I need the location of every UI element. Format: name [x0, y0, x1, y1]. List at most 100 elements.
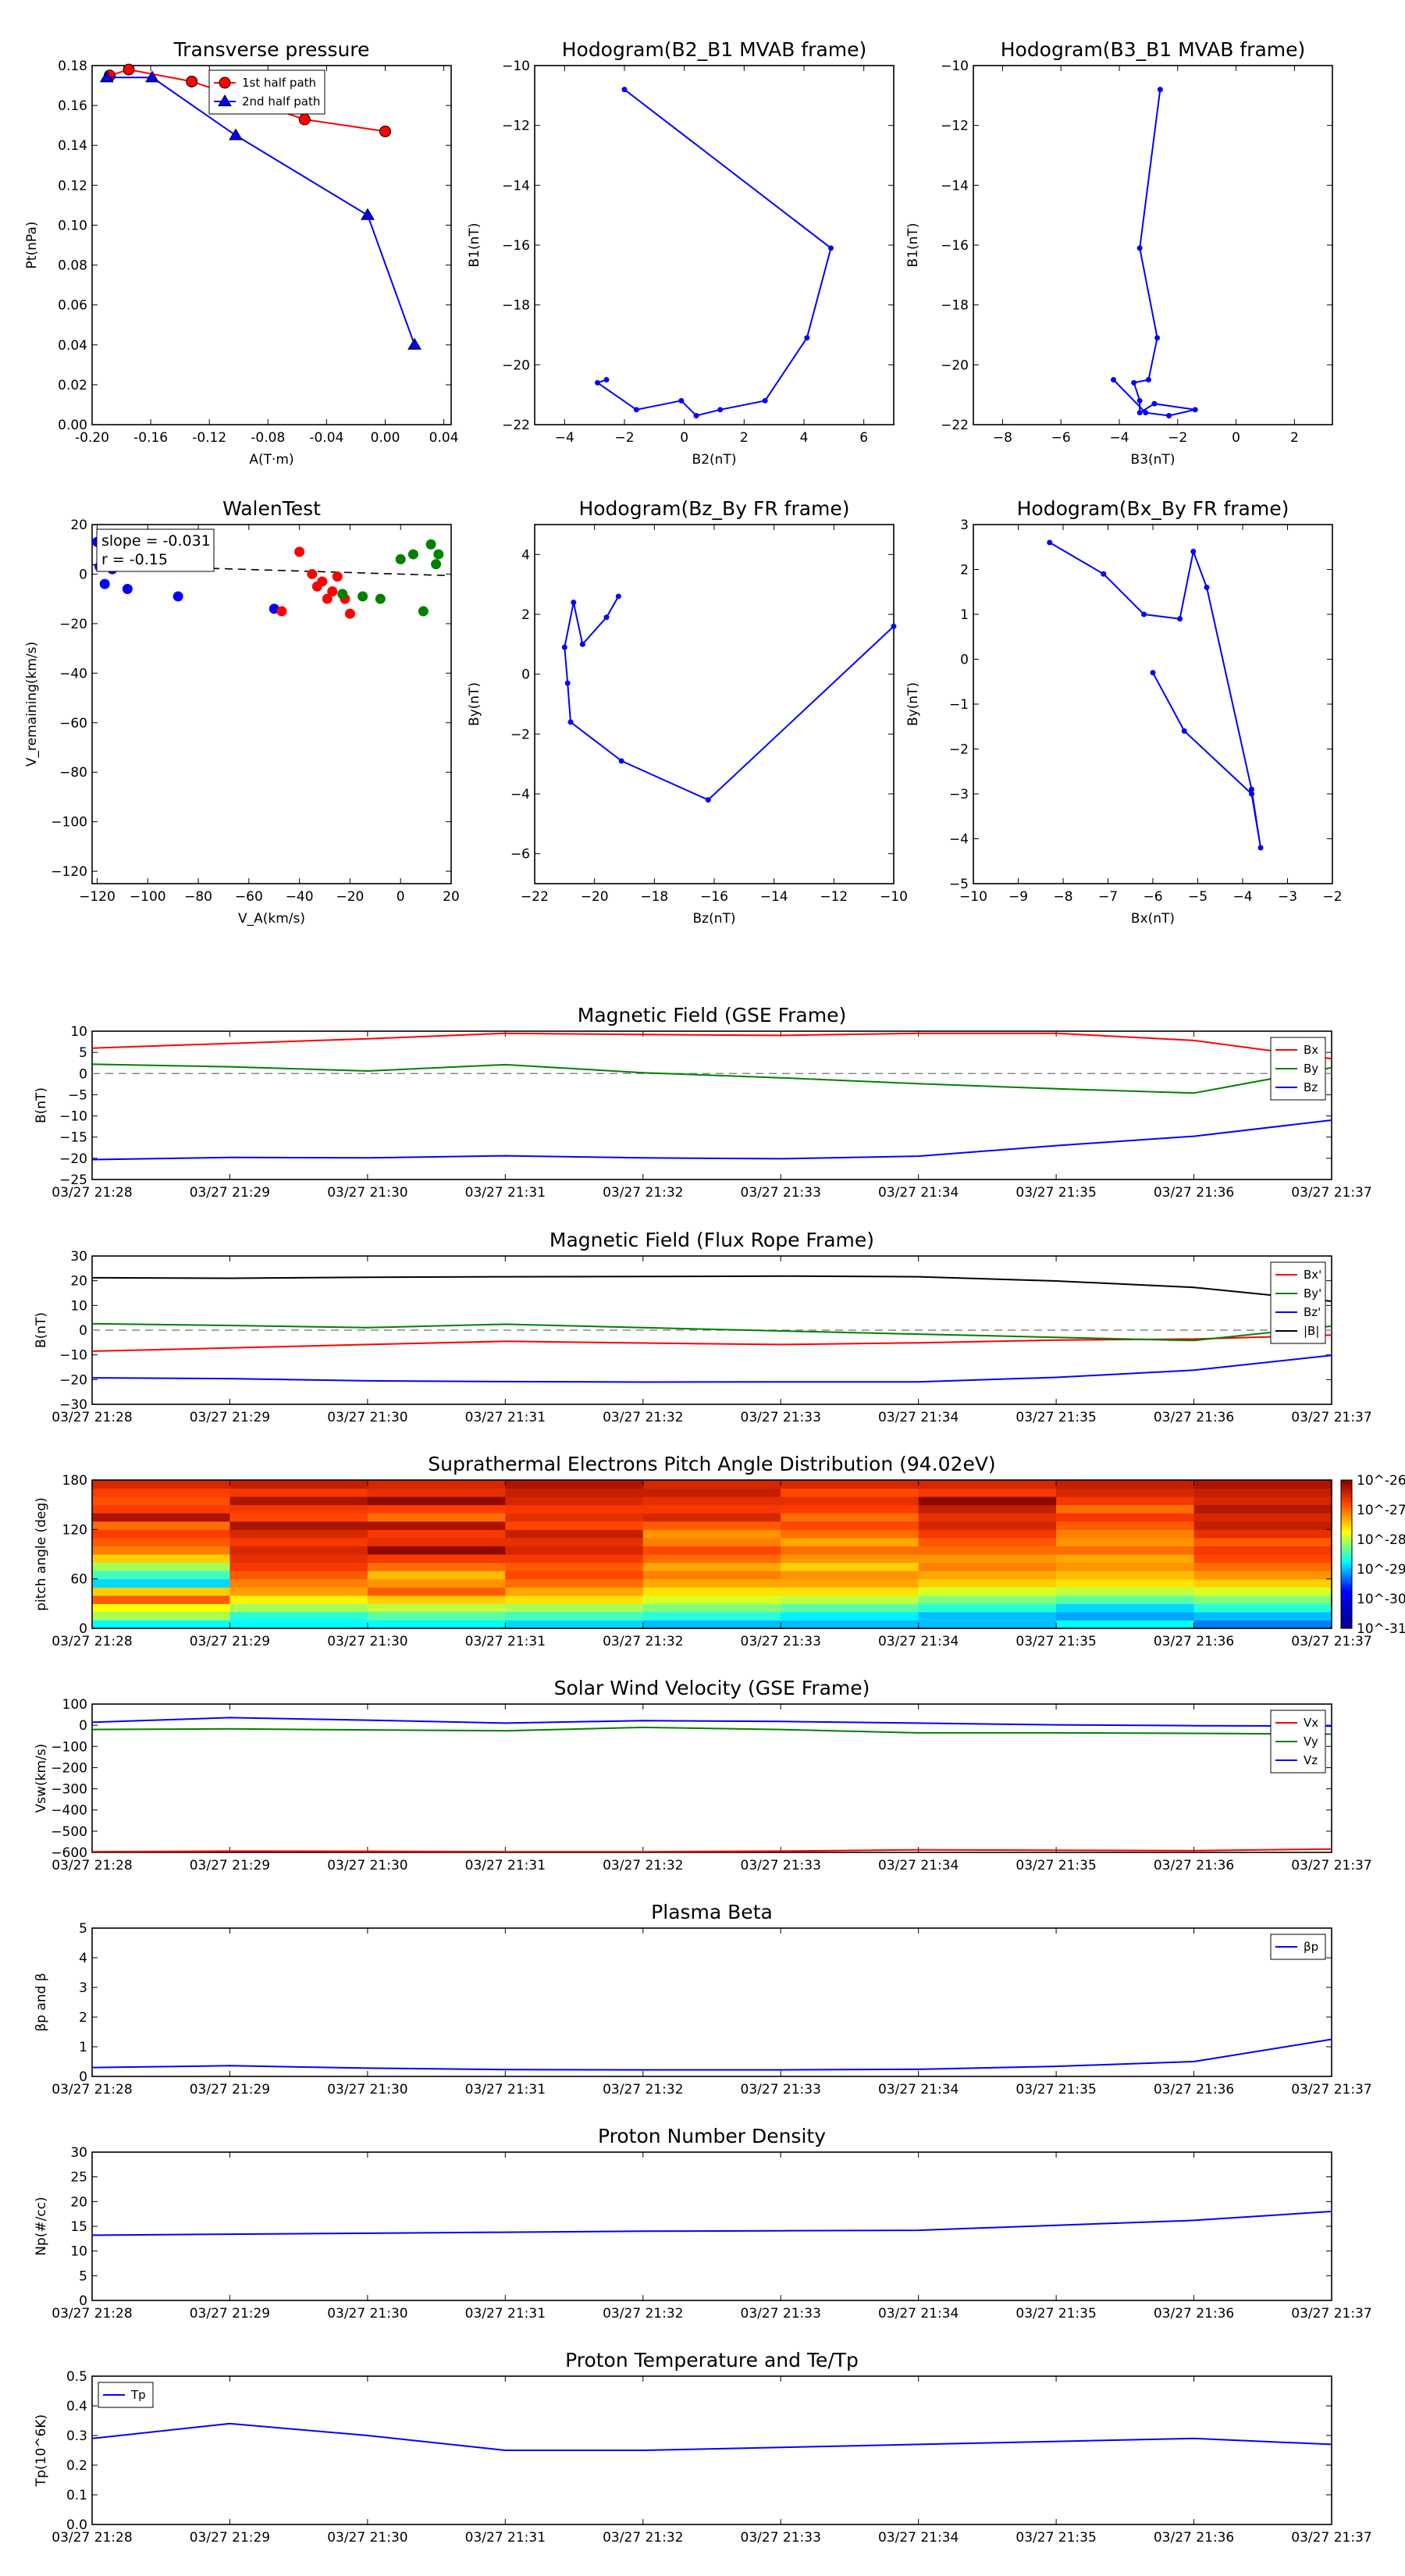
- x-tick-label: 03/27 21:33: [741, 2530, 821, 2546]
- chart-title: Suprathermal Electrons Pitch Angle Distr…: [428, 1453, 995, 1475]
- y-tick-label: 10: [70, 2244, 87, 2260]
- legend-label: By: [1304, 1062, 1318, 1076]
- heatmap-cell: [642, 1488, 781, 1497]
- data-point: [1047, 539, 1053, 546]
- legend-marker: [219, 76, 231, 89]
- heatmap-cell: [92, 1611, 230, 1621]
- data-point: [717, 407, 724, 413]
- heatmap-cell: [918, 1521, 1057, 1530]
- y-tick-label: 1: [79, 2040, 87, 2055]
- series-Bz': [92, 1354, 1332, 1383]
- heatmap-cell: [505, 1480, 644, 1489]
- x-axis-label: A(T·m): [249, 452, 293, 468]
- heatmap-cell: [229, 1571, 368, 1580]
- legend: Bx By Bz: [1270, 1037, 1326, 1101]
- legend-label: Tp: [130, 2388, 146, 2402]
- heatmap-cell: [1056, 1595, 1195, 1604]
- series-line: [92, 1334, 1332, 1352]
- x-tick-label: 03/27 21:32: [603, 2306, 683, 2322]
- series-line: [92, 1354, 1332, 1383]
- y-tick-label: 100: [62, 1697, 87, 1713]
- x-tick-label: −14: [760, 889, 788, 905]
- heatmap-cell: [367, 1554, 506, 1564]
- x-tick-label: 0: [1232, 430, 1240, 446]
- heatmap-cell: [781, 1578, 919, 1588]
- y-tick-label: −20: [941, 358, 969, 373]
- x-tick-label: 03/27 21:28: [52, 2306, 132, 2322]
- data-point: [99, 578, 110, 589]
- x-tick-label: 03/27 21:31: [465, 2306, 546, 2322]
- heatmap-cell: [92, 1496, 230, 1506]
- heatmap-cell: [92, 1488, 230, 1497]
- heatmap-cell: [781, 1611, 919, 1621]
- x-tick-label: 03/27 21:31: [465, 1858, 546, 1873]
- heatmap-cell: [229, 1546, 368, 1555]
- heatmap-cell: [229, 1595, 368, 1604]
- y-tick-label: 30: [70, 1249, 87, 1265]
- heatmap-cell: [505, 1620, 644, 1629]
- y-tick-label: 3: [79, 1980, 87, 1996]
- y-tick-label: −300: [51, 1782, 87, 1798]
- heatmap-cell: [918, 1562, 1057, 1571]
- heatmap-cell: [1193, 1595, 1332, 1604]
- heatmap-cell: [781, 1546, 919, 1555]
- legend-label: By': [1304, 1286, 1321, 1300]
- y-tick-label: 2: [960, 563, 969, 578]
- data-point: [317, 576, 328, 587]
- x-tick-label: 03/27 21:28: [52, 2530, 132, 2546]
- y-tick-label: −80: [59, 765, 87, 781]
- x-tick-label: 4: [800, 430, 809, 446]
- heatmap-cell: [367, 1504, 506, 1514]
- heatmap-cell: [229, 1578, 368, 1588]
- y-tick-label: −16: [502, 238, 530, 254]
- y-tick-label: 2: [79, 2010, 87, 2026]
- colorbar-tick-label: 10^-26: [1357, 1473, 1405, 1489]
- data-point: [327, 586, 338, 597]
- y-tick-label: 0: [79, 1718, 87, 1734]
- data-point: [411, 514, 421, 525]
- x-tick-label: −10: [880, 889, 908, 905]
- x-tick-label: 03/27 21:34: [878, 1634, 959, 1649]
- x-axis-label: V_A(km/s): [238, 911, 305, 927]
- x-tick-label: 03/27 21:33: [741, 1634, 821, 1649]
- heatmap-cell: [781, 1620, 919, 1629]
- data-point: [99, 70, 114, 83]
- y-tick-label: −22: [502, 418, 530, 433]
- y-tick-label: −14: [941, 178, 969, 194]
- series-2nd half path: [99, 70, 422, 350]
- y-tick-label: 25: [70, 2170, 87, 2186]
- series-line: [92, 1032, 1332, 1060]
- y-tick-label: 0: [79, 2069, 87, 2085]
- heatmap-cell: [367, 1513, 506, 1522]
- x-tick-label: -0.12: [192, 430, 226, 446]
- data-point: [322, 593, 333, 604]
- series-line: [596, 88, 832, 417]
- x-tick-label: 03/27 21:31: [465, 1634, 546, 1649]
- data-point: [1111, 377, 1117, 382]
- y-tick-label: −30: [59, 1397, 87, 1413]
- chart-walen: WalenTest −120 −100 −80 −60 −40 −20 0 20 −120 −100…: [24, 497, 460, 927]
- heatmap-cell: [642, 1603, 781, 1613]
- legend-label: 1st half path: [242, 76, 316, 90]
- chart-title: Magnetic Field (GSE Frame): [578, 1004, 846, 1026]
- series-Vy: [92, 1726, 1332, 1735]
- chart-vsw: Solar Wind Velocity (GSE Frame) −600 −500 −…: [34, 1677, 1372, 1873]
- heatmap-cell: [92, 1562, 230, 1571]
- heatmap-cell: [367, 1562, 506, 1571]
- series-h2-0: [1111, 87, 1198, 418]
- y-tick-label: −3: [949, 787, 969, 802]
- x-tick-label: −80: [184, 889, 212, 905]
- x-tick-label: −2: [1322, 889, 1342, 905]
- data-point: [571, 600, 577, 606]
- y-tick-label: −2: [510, 727, 530, 742]
- heatmap-cell: [92, 1480, 230, 1489]
- heatmap-cell: [229, 1488, 368, 1497]
- x-tick-label: -0.16: [133, 430, 168, 446]
- heatmap-cell: [229, 1603, 368, 1613]
- data-point: [1101, 571, 1107, 577]
- data-point: [229, 128, 243, 141]
- chart-tpr: Proton Temperature and Te/Tp 0.0 0.1 0.2 0.3…: [34, 2349, 1372, 2546]
- x-tick-label: 03/27 21:34: [878, 2082, 959, 2097]
- x-tick-label: 0: [680, 430, 688, 446]
